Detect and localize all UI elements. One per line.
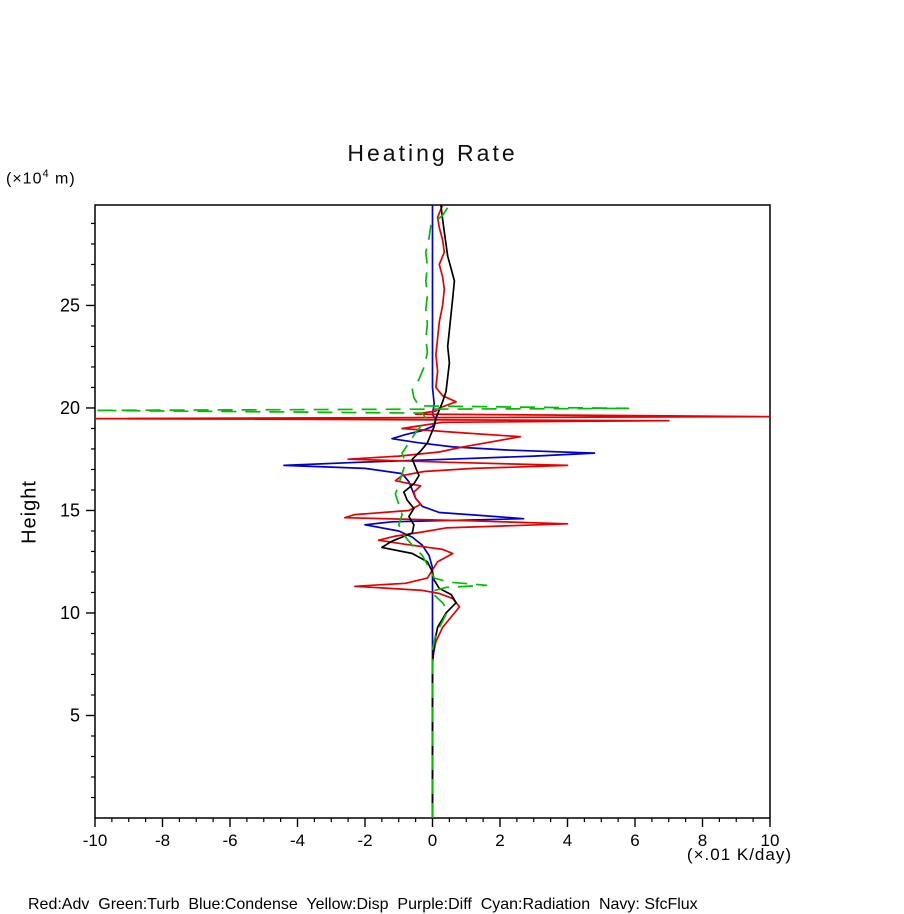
y-axis-unit-label: (×104 m) xyxy=(6,168,76,188)
chart-title: Heating Rate xyxy=(347,140,518,166)
x-tick-label: -10 xyxy=(83,831,108,850)
y-tick-label: 10 xyxy=(60,603,80,623)
y-tick-label: 5 xyxy=(70,705,80,725)
y-tick-label: 15 xyxy=(60,500,80,520)
legend-caption: Red:Adv Green:Turb Blue:Condense Yellow:… xyxy=(28,896,698,913)
x-tick-label: 2 xyxy=(495,831,504,850)
x-tick-label: 8 xyxy=(698,831,707,850)
x-tick-label: -8 xyxy=(155,831,170,850)
x-tick-label: -6 xyxy=(222,831,237,850)
series-black-line xyxy=(381,205,457,818)
series-condense-blue xyxy=(283,205,596,818)
x-tick-label: 10 xyxy=(761,831,780,850)
y-tick-label: 25 xyxy=(60,295,80,315)
y-unit-prefix: (×10 xyxy=(6,170,43,188)
y-unit-suffix: m) xyxy=(49,170,76,188)
y-unit-exponent: 4 xyxy=(42,168,50,180)
x-tick-label: 0 xyxy=(428,831,437,850)
x-axis-unit-label: (×.01 K/day) xyxy=(686,845,792,864)
y-tick-label: 20 xyxy=(60,398,80,418)
series-turb-green xyxy=(95,205,630,818)
x-tick-label: 4 xyxy=(563,831,572,850)
x-tick-label: -2 xyxy=(357,831,372,850)
x-tick-label: 6 xyxy=(630,831,639,850)
series-adv-red xyxy=(95,205,770,818)
x-tick-label: -4 xyxy=(290,831,305,850)
